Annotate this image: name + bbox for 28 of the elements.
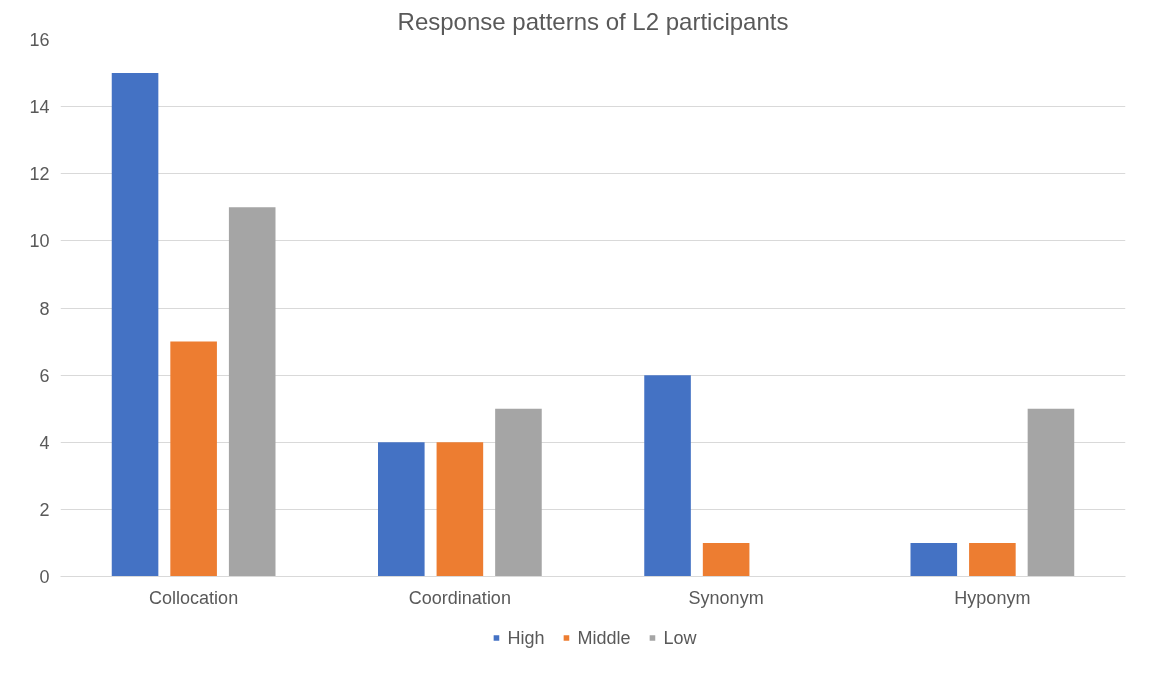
bar [495,408,542,577]
bar [1027,408,1075,577]
chart-title: Response patterns of L2 participants [397,7,789,35]
bar [969,542,1016,577]
y-tick-label: 0 [39,567,50,587]
y-tick-label: 2 [39,499,50,520]
bar [228,207,276,577]
y-tick-label: 14 [29,97,50,118]
bar [378,442,425,577]
x-tick-label: Collocation [149,587,239,608]
legend-label: Middle [577,627,631,648]
bar [170,341,217,577]
bar [702,542,750,577]
legend-label: Low [663,627,697,648]
bar [910,542,958,577]
legend-label: High [507,627,545,648]
y-tick-label: 12 [29,164,50,185]
bar [436,442,484,577]
y-tick-label: 16 [29,30,50,50]
x-tick-label: Coordination [408,587,511,608]
y-tick-label: 6 [39,365,50,386]
x-tick-label: Synonym [688,587,764,608]
x-tick-label: Hyponym [954,587,1031,608]
y-tick-label: 4 [39,432,50,453]
y-tick-label: 10 [29,231,50,252]
bar [111,73,159,577]
bar [644,375,691,577]
y-tick-label: 8 [39,298,50,319]
